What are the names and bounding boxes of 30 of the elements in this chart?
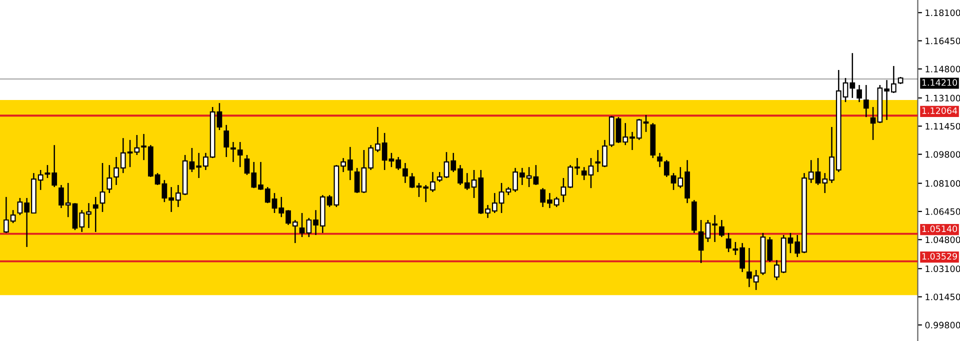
candlestick [354, 167, 360, 194]
candlestick [230, 141, 236, 163]
ref-line-label: 1.05140 [922, 226, 958, 232]
y-tick-label: 0.99800 [925, 322, 960, 328]
y-tick-label: 1.13100 [926, 94, 960, 102]
candlestick [856, 84, 862, 103]
candlestick [726, 232, 732, 253]
y-tick-label: 1.03100 [926, 265, 960, 272]
ref-line-label: 1.12064 [922, 107, 958, 114]
candlestick [92, 196, 98, 233]
candlestick [719, 219, 724, 238]
candlestick [664, 159, 670, 178]
y-tick-label: 1.14800 [926, 66, 960, 72]
candlestick [106, 164, 112, 194]
y-tick-label: 1.06450 [926, 208, 960, 215]
y-tick-label: 1.04800 [926, 236, 960, 244]
ref-line-label: 1.03529 [922, 253, 957, 260]
y-tick-label: 1.08100 [926, 180, 960, 187]
ref-line-label: 1.14210 [922, 79, 958, 86]
y-tick-label: 1.09800 [926, 151, 960, 158]
y-tick-label: 1.16450 [926, 38, 960, 44]
y-tick-label: 1.18100 [926, 9, 960, 16]
candlestick [657, 152, 662, 168]
candlestick [402, 162, 408, 184]
y-tick-label: 1.01450 [926, 294, 960, 300]
y-tick-label: 1.11450 [926, 122, 960, 130]
candlestick [100, 162, 106, 213]
candlestick [863, 84, 869, 118]
candlestick [224, 124, 230, 158]
candlestick [237, 141, 243, 168]
